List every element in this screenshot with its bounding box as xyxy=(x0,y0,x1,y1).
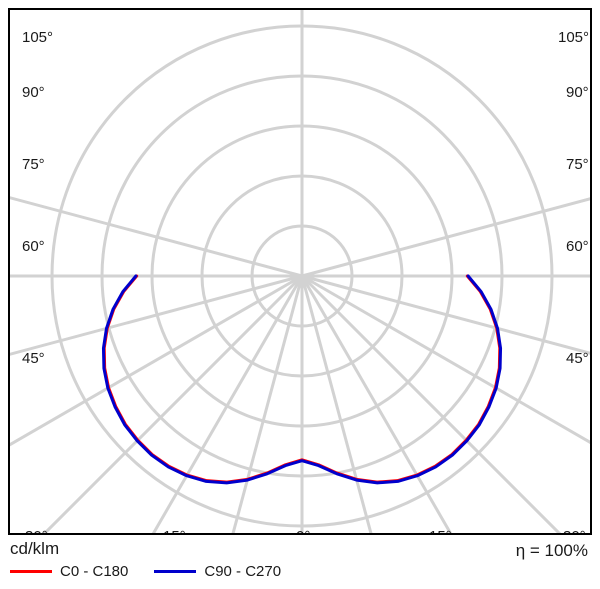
axis-tick-label-right-1: 90° xyxy=(566,84,589,101)
axis-tick-label-bottom-1: 0° xyxy=(296,529,310,533)
chart-footer: cd/klm η = 100% C0 - C180 C90 - C270 xyxy=(0,535,600,589)
axis-tick-label-left-4: 45° xyxy=(22,350,45,367)
axis-tick-label-left-0: 105° xyxy=(22,29,54,46)
axis-tick-label-left-5: 30° xyxy=(25,529,48,533)
legend-item: C90 - C270 xyxy=(154,563,281,580)
axis-tick-label-right-3: 60° xyxy=(566,238,589,255)
axis-tick-label-right-2: 75° xyxy=(566,156,589,173)
distribution-curves xyxy=(101,274,503,485)
legend-label: C0 - C180 xyxy=(60,563,129,580)
axis-tick-label-bottom-2: 15° xyxy=(429,529,452,533)
axis-tick-label-left-2: 75° xyxy=(22,156,45,173)
axis-tick-label-left-1: 90° xyxy=(22,84,45,101)
axis-tick-label-right-5: 30° xyxy=(563,529,586,533)
legend-item: C0 - C180 xyxy=(10,563,128,580)
axis-tick-label-right-0: 105° xyxy=(558,29,590,46)
efficiency-label: η = 100% xyxy=(515,541,588,560)
polar-grid xyxy=(10,10,590,533)
axis-tick-label-left-3: 60° xyxy=(22,238,45,255)
chart-legend: C0 - C180 C90 - C270 xyxy=(10,563,307,580)
axis-tick-label-bottom-0: 15° xyxy=(163,529,186,533)
legend-color-swatch xyxy=(154,570,197,573)
legend-color-swatch xyxy=(10,570,52,573)
plot-area: 105° 90° 75° 60° 45° 30° 105° 90° 75° 60° 45° 30° 15… xyxy=(8,8,592,535)
unit-label: cd/klm xyxy=(10,539,60,558)
polar-plot-svg xyxy=(10,10,590,533)
axis-tick-label-right-4: 45° xyxy=(566,350,589,367)
legend-label: C90 - C270 xyxy=(204,563,282,580)
